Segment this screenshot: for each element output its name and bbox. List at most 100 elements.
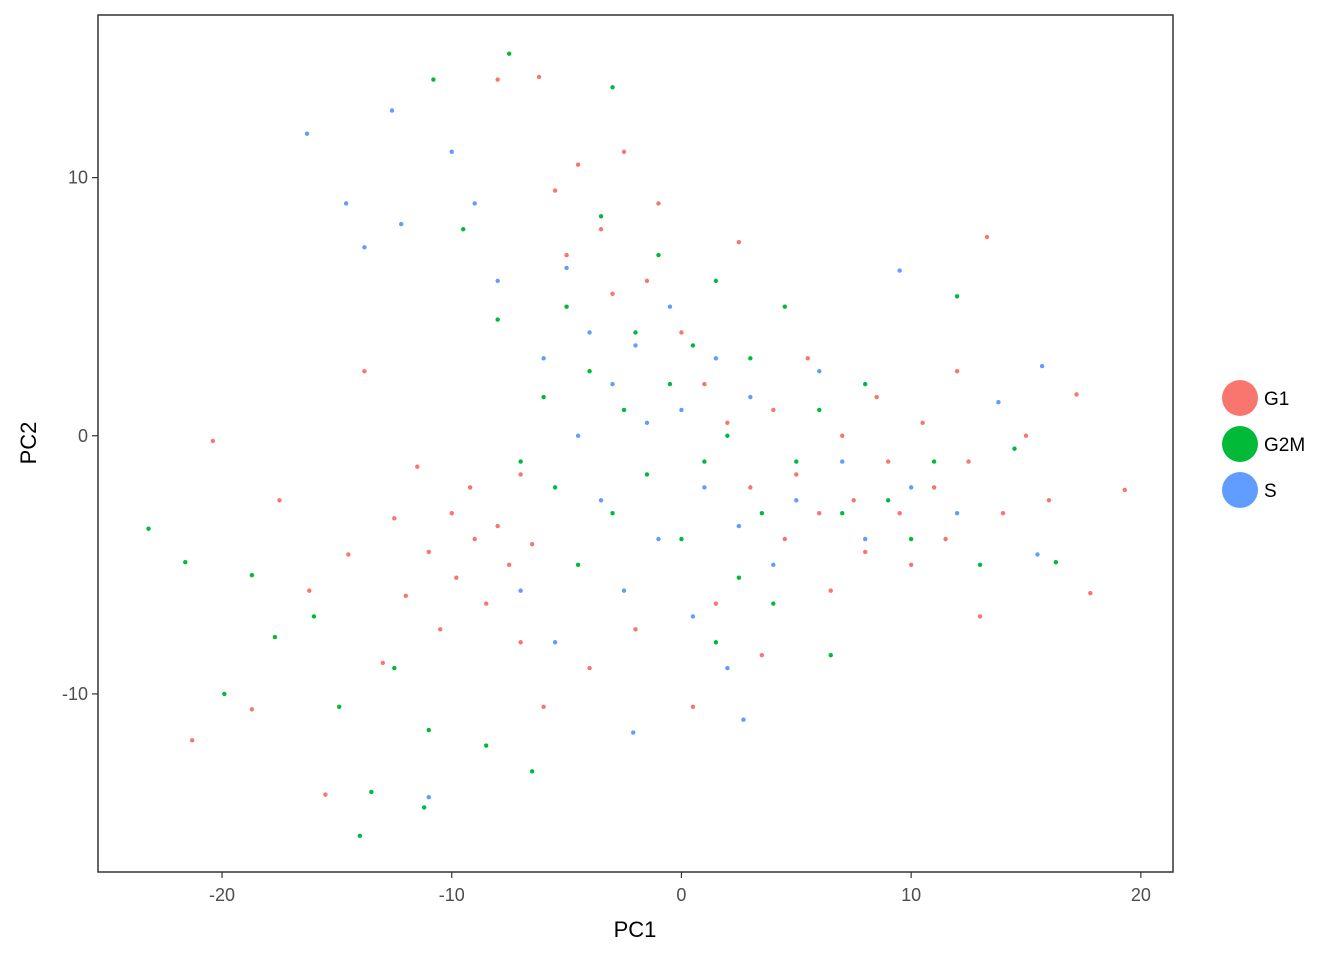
point-G2M	[771, 601, 776, 606]
point-G2M	[1012, 446, 1017, 451]
point-S	[908, 485, 914, 490]
x-tick-label: 20	[1131, 885, 1151, 905]
point-G1	[403, 593, 408, 598]
point-S	[897, 268, 902, 273]
point-G1	[483, 601, 489, 606]
y-tick-label: 0	[78, 426, 88, 446]
point-G1	[552, 188, 558, 193]
point-G2M	[667, 381, 673, 387]
point-G2M	[828, 652, 833, 658]
point-G1	[210, 438, 216, 444]
legend-key-G1	[1222, 380, 1258, 416]
point-G1	[920, 420, 925, 426]
legend-key-S	[1222, 472, 1258, 508]
point-G2M	[736, 575, 742, 580]
point-G1	[1000, 510, 1006, 516]
y-axis: -10 0 10	[62, 168, 98, 704]
legend-label: G2M	[1264, 435, 1305, 456]
point-G1	[415, 464, 420, 469]
point-S	[1035, 552, 1040, 557]
point-G1	[575, 162, 581, 167]
point-S	[817, 369, 822, 374]
point-G2M	[817, 407, 822, 413]
legend-item-G2M: G2M	[1222, 426, 1305, 462]
point-S	[741, 717, 746, 722]
point-G1	[1074, 392, 1079, 397]
point-S	[598, 498, 604, 503]
point-G1	[346, 552, 351, 557]
point-G2M	[529, 769, 535, 774]
point-G2M	[541, 394, 546, 400]
point-S	[399, 221, 404, 227]
point-G2M	[249, 572, 255, 578]
point-G1	[621, 149, 627, 155]
point-S	[575, 433, 581, 438]
point-G1	[536, 74, 542, 80]
point-S	[863, 536, 868, 542]
point-G2M	[748, 356, 753, 361]
point-S	[1039, 363, 1045, 369]
point-S	[541, 356, 546, 361]
point-S	[667, 304, 673, 309]
point-G2M	[725, 433, 730, 438]
point-S	[362, 245, 367, 250]
point-G1	[495, 523, 500, 529]
point-G1	[610, 291, 615, 296]
point-G1	[426, 549, 431, 555]
point-G2M	[461, 227, 466, 232]
point-G1	[908, 562, 914, 568]
point-G1	[587, 665, 592, 671]
point-G1	[277, 498, 282, 503]
point-G1	[438, 627, 443, 632]
point-G1	[1088, 591, 1093, 596]
point-G2M	[885, 498, 891, 503]
point-G1	[529, 541, 535, 547]
point-G1	[943, 536, 948, 542]
point-G1	[690, 704, 696, 709]
point-G2M	[564, 304, 569, 309]
point-G2M	[782, 304, 788, 309]
point-G2M	[656, 252, 661, 258]
point-S	[794, 498, 799, 503]
point-G2M	[621, 407, 627, 413]
point-G1	[725, 420, 730, 426]
series-S	[304, 108, 1045, 800]
point-G2M	[336, 704, 342, 709]
legend-label: G1	[1264, 389, 1289, 410]
point-G2M	[644, 472, 650, 477]
point-G2M	[483, 743, 489, 748]
point-G2M	[421, 805, 427, 810]
point-S	[389, 108, 395, 113]
point-G2M	[426, 727, 431, 733]
point-G2M	[495, 317, 500, 322]
point-G1	[656, 201, 661, 206]
point-S	[713, 356, 719, 361]
point-G1	[851, 498, 856, 503]
point-G2M	[759, 510, 765, 516]
legend-item-G1: G1	[1222, 380, 1289, 416]
point-G1	[713, 601, 719, 606]
point-G1	[362, 369, 367, 374]
point-G1	[782, 536, 788, 542]
x-tick-label: 0	[676, 885, 686, 905]
point-S	[996, 399, 1001, 405]
point-G1	[644, 278, 650, 284]
point-G2M	[713, 278, 719, 284]
point-G2M	[908, 536, 914, 542]
point-G1	[885, 459, 891, 464]
point-G2M	[977, 562, 983, 568]
point-G2M	[679, 536, 684, 542]
point-G2M	[311, 614, 317, 619]
point-G2M	[598, 214, 604, 219]
points-layer	[146, 51, 1127, 839]
point-S	[771, 562, 776, 568]
point-G2M	[863, 381, 868, 387]
point-G1	[467, 485, 473, 490]
point-G1	[759, 652, 765, 658]
point-G1	[966, 459, 971, 464]
point-G1	[840, 433, 845, 438]
point-G2M	[222, 691, 227, 697]
point-G1	[874, 394, 879, 400]
point-S	[343, 201, 349, 206]
